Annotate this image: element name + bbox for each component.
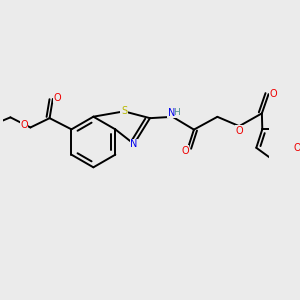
Text: O: O — [54, 93, 61, 103]
Text: O: O — [294, 143, 300, 153]
Text: O: O — [20, 120, 28, 130]
Text: N: N — [130, 139, 138, 149]
Text: S: S — [121, 106, 127, 116]
Text: N: N — [168, 108, 175, 118]
Text: O: O — [269, 88, 277, 99]
Text: H: H — [173, 108, 180, 117]
Text: O: O — [181, 146, 189, 156]
Text: O: O — [236, 126, 243, 136]
